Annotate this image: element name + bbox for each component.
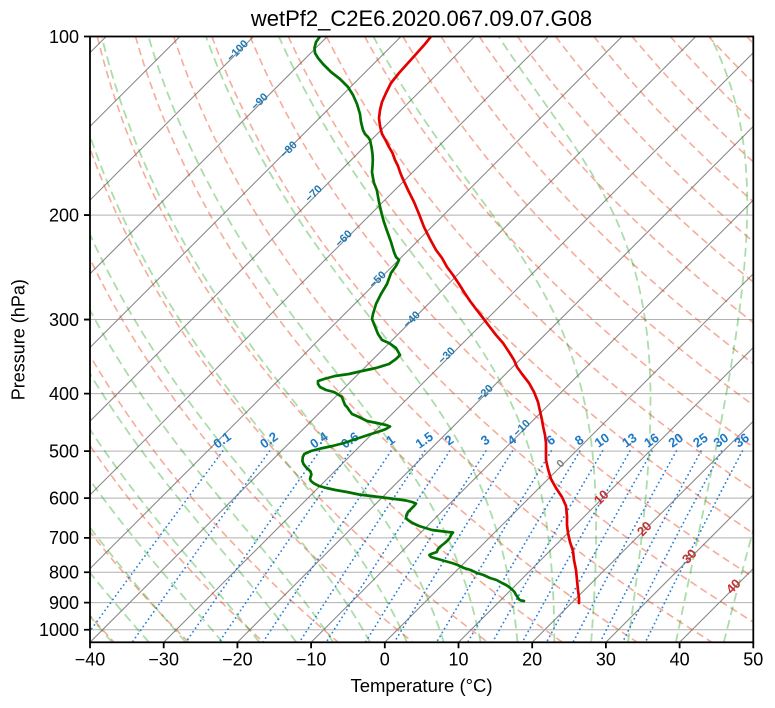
svg-text:−30: −30 xyxy=(148,649,179,669)
svg-text:1000: 1000 xyxy=(39,620,79,640)
svg-text:600: 600 xyxy=(49,488,79,508)
svg-text:−20: −20 xyxy=(222,649,253,669)
svg-text:200: 200 xyxy=(49,205,79,225)
svg-text:10: 10 xyxy=(448,649,468,669)
svg-text:13: 13 xyxy=(619,430,639,451)
svg-text:Temperature (°C): Temperature (°C) xyxy=(350,675,492,696)
svg-text:900: 900 xyxy=(49,593,79,613)
svg-text:40: 40 xyxy=(670,649,690,669)
svg-text:50: 50 xyxy=(743,649,763,669)
svg-text:400: 400 xyxy=(49,384,79,404)
svg-text:Pressure (hPa): Pressure (hPa) xyxy=(9,279,29,400)
svg-text:800: 800 xyxy=(49,562,79,582)
svg-text:wetPf2_C2E6.2020.067.09.07.G08: wetPf2_C2E6.2020.067.09.07.G08 xyxy=(250,6,592,31)
svg-text:100: 100 xyxy=(49,27,79,47)
svg-text:30: 30 xyxy=(711,430,731,451)
svg-text:0: 0 xyxy=(380,649,390,669)
svg-text:−40: −40 xyxy=(75,649,106,669)
svg-text:30: 30 xyxy=(596,649,616,669)
svg-text:25: 25 xyxy=(690,430,710,451)
svg-text:700: 700 xyxy=(49,528,79,548)
svg-text:300: 300 xyxy=(49,310,79,330)
svg-text:20: 20 xyxy=(522,649,542,669)
svg-text:20: 20 xyxy=(665,430,685,451)
svg-text:36: 36 xyxy=(731,430,751,451)
svg-text:500: 500 xyxy=(49,441,79,461)
svg-text:−10: −10 xyxy=(296,649,327,669)
svg-text:16: 16 xyxy=(641,430,661,451)
svg-text:10: 10 xyxy=(592,430,612,451)
